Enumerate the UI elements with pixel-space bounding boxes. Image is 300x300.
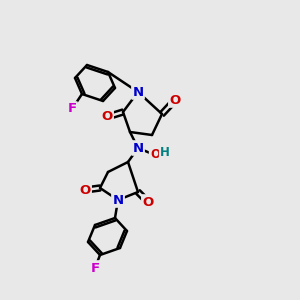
Text: N: N bbox=[132, 142, 144, 154]
Text: F: F bbox=[90, 262, 100, 275]
Text: O: O bbox=[169, 94, 181, 106]
Text: F: F bbox=[68, 103, 76, 116]
Text: O: O bbox=[80, 184, 91, 196]
Text: N: N bbox=[132, 85, 144, 98]
Text: O: O bbox=[150, 148, 160, 161]
Text: N: N bbox=[112, 194, 124, 206]
Text: O: O bbox=[101, 110, 112, 124]
Text: H: H bbox=[160, 146, 170, 158]
Text: O: O bbox=[142, 196, 154, 208]
